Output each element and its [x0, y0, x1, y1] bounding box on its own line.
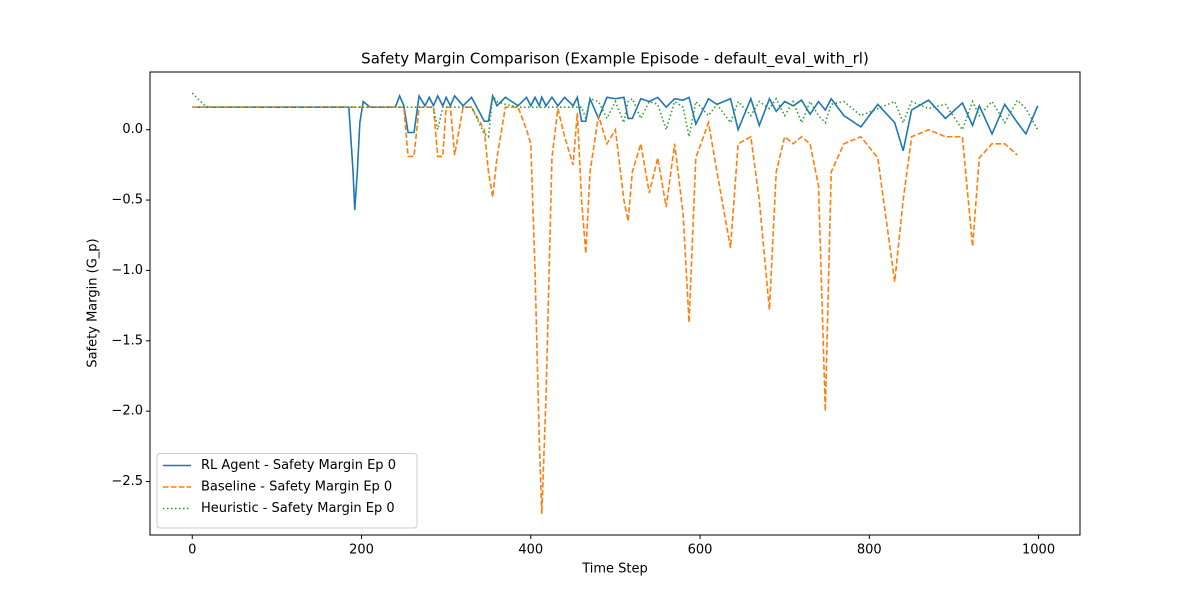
series-line [192, 93, 1039, 210]
y-tick-label: −0.5 [111, 193, 143, 208]
legend-box [156, 453, 418, 529]
y-tick-label: −2.5 [111, 474, 143, 489]
series-line [192, 106, 1018, 514]
legend-label: Baseline - Safety Margin Ep 0 [201, 480, 392, 495]
legend-label: RL Agent - Safety Margin Ep 0 [201, 458, 396, 473]
y-axis-label: Safety Margin (G_p) [86, 238, 101, 367]
x-tick-label: 200 [349, 543, 374, 558]
x-tick-label: 600 [688, 543, 713, 558]
y-tick-label: −2.0 [111, 404, 143, 419]
y-tick-label: −1.0 [111, 263, 143, 278]
chart-title: Safety Margin Comparison (Example Episod… [361, 50, 869, 69]
x-axis-label: Time Step [581, 562, 648, 577]
x-tick-label: 1000 [1022, 543, 1055, 558]
x-tick-label: 800 [857, 543, 882, 558]
x-tick-label: 400 [518, 543, 543, 558]
series-line [191, 92, 1039, 139]
plot-frame [149, 71, 1081, 536]
x-tick-label: 0 [188, 543, 196, 558]
y-tick-label: −1.5 [111, 333, 143, 348]
y-tick-label: 0.0 [122, 122, 143, 137]
legend-label: Heuristic - Safety Margin Ep 0 [201, 501, 395, 516]
